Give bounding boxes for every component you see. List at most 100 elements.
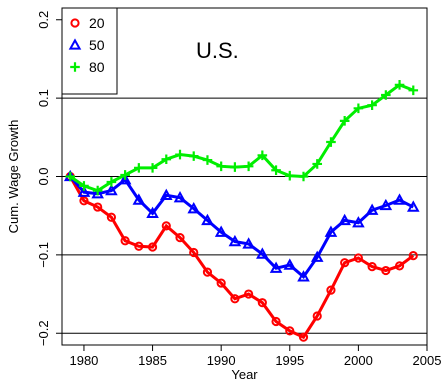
data-point-80 — [230, 162, 240, 172]
y-tick-label: 0.0 — [36, 167, 51, 185]
data-point-50 — [310, 250, 324, 262]
data-point-80 — [326, 137, 336, 147]
legend-item-20: 20 — [70, 15, 105, 31]
data-point-80 — [271, 165, 281, 176]
data-point-80 — [147, 163, 158, 173]
x-tick-label: 1990 — [207, 353, 236, 368]
legend-label: 20 — [89, 15, 105, 31]
legend-label: 50 — [89, 37, 105, 53]
data-point-20 — [202, 267, 213, 277]
legend-marker-80 — [70, 62, 80, 72]
y-tick-label: −0.1 — [36, 242, 51, 268]
data-point-20 — [394, 261, 405, 271]
x-tick-label: 2000 — [344, 353, 373, 368]
data-point-20 — [175, 233, 185, 243]
data-point-20 — [230, 294, 240, 304]
data-point-20 — [340, 258, 350, 268]
data-point-80 — [257, 150, 268, 161]
data-point-20 — [353, 253, 363, 263]
data-point-20 — [93, 202, 103, 212]
data-point-20 — [134, 241, 144, 251]
series-line-80 — [69, 83, 414, 193]
data-point-80 — [353, 103, 364, 114]
data-point-50 — [228, 234, 242, 247]
data-point-50 — [283, 258, 297, 270]
data-point-80 — [120, 170, 130, 180]
data-point-20 — [367, 262, 377, 272]
x-tick-label: 1995 — [275, 353, 304, 368]
data-point-50 — [132, 193, 146, 205]
data-point-80 — [161, 154, 172, 165]
legend-label: 80 — [89, 59, 105, 75]
data-point-80 — [202, 155, 213, 165]
data-point-50 — [146, 206, 159, 219]
data-point-50 — [77, 185, 91, 197]
y-tick-label: 0.1 — [36, 89, 51, 107]
data-point-80 — [312, 159, 323, 169]
series-line-20 — [68, 175, 415, 340]
data-point-50 — [256, 247, 269, 259]
data-point-80 — [65, 171, 76, 182]
region-annotation: U.S. — [196, 38, 239, 63]
data-point-20 — [244, 289, 254, 299]
data-point-80 — [188, 151, 199, 161]
data-point-20 — [120, 236, 130, 246]
data-point-50 — [173, 191, 187, 203]
series-layer — [63, 80, 420, 342]
data-point-50 — [393, 193, 406, 205]
legend: 20 50 80 — [61, 7, 118, 95]
data-point-80 — [394, 80, 405, 90]
data-point-80 — [216, 161, 226, 172]
data-point-20 — [257, 298, 267, 308]
data-point-50 — [91, 187, 104, 199]
data-point-20 — [408, 251, 418, 261]
x-axis: 1980 1985 1990 1995 2000 2005 — [69, 345, 441, 368]
data-point-50 — [118, 172, 132, 185]
data-point-80 — [79, 181, 89, 191]
x-axis-title: Year — [231, 367, 258, 382]
legend-marker-20 — [70, 18, 80, 28]
legend-item-50: 50 — [68, 37, 105, 53]
data-point-50 — [297, 270, 310, 282]
legend-marker-50 — [68, 38, 82, 50]
data-point-50 — [406, 200, 420, 212]
data-point-20 — [106, 212, 116, 222]
data-point-80 — [284, 170, 295, 181]
data-point-50 — [269, 261, 283, 273]
data-point-20 — [285, 326, 295, 336]
data-point-50 — [379, 198, 393, 211]
data-point-20 — [161, 221, 171, 231]
data-point-80 — [381, 90, 391, 100]
data-point-20 — [189, 247, 199, 258]
x-tick-label: 1980 — [69, 353, 98, 368]
y-axis: −0.2 −0.1 0.0 0.1 0.2 — [36, 11, 62, 346]
data-point-20 — [79, 196, 89, 206]
data-point-80 — [175, 149, 185, 160]
y-tick-label: 0.2 — [36, 11, 51, 29]
data-point-20 — [271, 316, 281, 327]
legend-item-80: 80 — [70, 59, 105, 75]
data-point-50 — [365, 203, 379, 215]
data-point-80 — [134, 163, 144, 173]
data-point-80 — [92, 185, 103, 196]
data-point-20 — [312, 311, 322, 321]
data-point-50 — [242, 237, 255, 249]
data-point-50 — [352, 216, 365, 228]
data-point-20 — [216, 278, 226, 288]
x-tick-label: 1985 — [138, 353, 167, 368]
data-point-80 — [298, 171, 309, 182]
x-tick-label: 2005 — [413, 353, 442, 368]
data-point-80 — [367, 100, 377, 110]
series-80 — [65, 80, 419, 196]
data-point-80 — [339, 116, 350, 126]
data-point-50 — [338, 213, 351, 226]
data-point-20 — [147, 242, 158, 252]
data-point-20 — [381, 265, 391, 276]
data-point-50 — [159, 188, 173, 200]
data-point-50 — [214, 225, 228, 237]
data-point-20 — [298, 332, 309, 342]
y-axis-title: Cum. Wage Growth — [6, 120, 21, 234]
data-point-20 — [326, 285, 336, 295]
data-point-50 — [187, 201, 201, 214]
